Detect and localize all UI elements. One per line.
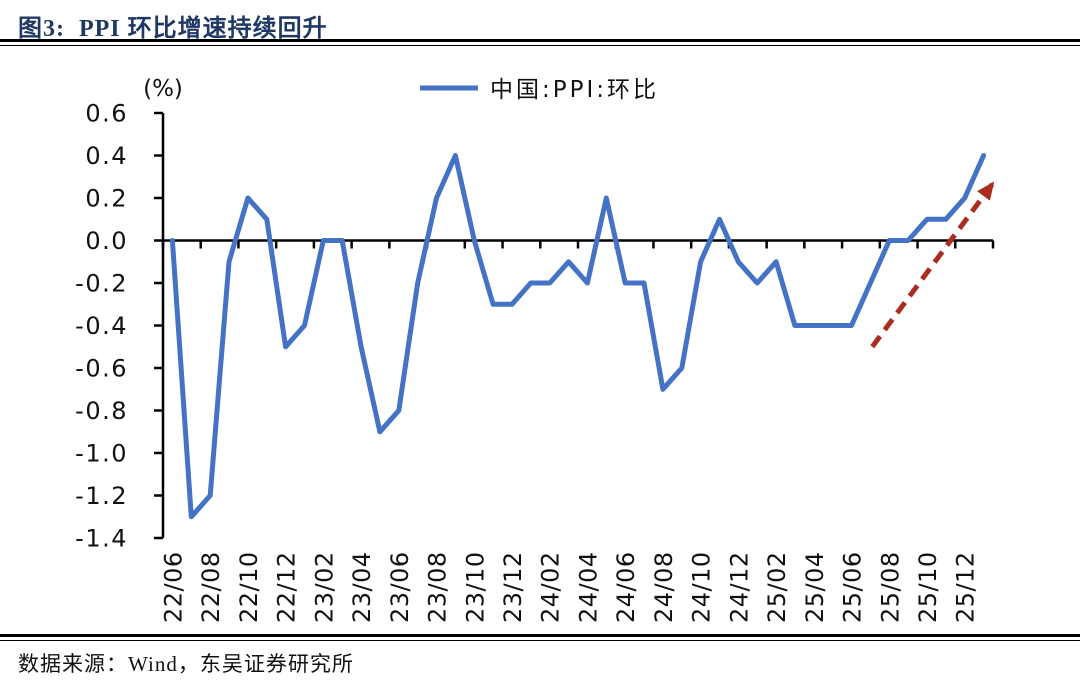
x-tick-label: 22/12 [273, 551, 301, 623]
x-tick-label: 24/02 [537, 551, 565, 623]
y-tick-label: -1.2 [75, 482, 128, 510]
x-tick-label: 25/12 [952, 551, 980, 623]
title-divider [0, 39, 1080, 46]
axes [154, 111, 995, 540]
data-source: 数据来源：Wind，东吴证券研究所 [18, 652, 354, 676]
y-tick-label: -0.8 [75, 397, 128, 425]
x-tick-label: 23/06 [386, 551, 414, 623]
y-tick-label: -0.2 [75, 270, 128, 298]
y-axis-unit-label: (%) [143, 76, 183, 102]
x-tick-label: 24/04 [574, 551, 602, 623]
x-tick-label: 25/10 [914, 551, 942, 623]
ppi-series-line [169, 153, 987, 520]
y-tick-label: 0.6 [85, 100, 128, 128]
x-tick-label: 23/02 [310, 551, 338, 623]
footer-divider [0, 634, 1080, 641]
x-tick-label: 24/06 [612, 551, 640, 623]
y-tick-label: -0.6 [75, 355, 128, 383]
y-tick-label: 0.0 [85, 227, 128, 255]
uptrend-dashed-arrow [870, 181, 996, 349]
y-tick-label: 0.4 [85, 142, 128, 170]
x-tick-label: 23/08 [424, 551, 452, 623]
x-tick-label: 24/10 [688, 551, 716, 623]
y-tick-label: 0.2 [85, 185, 128, 213]
x-tick-label: 23/04 [348, 551, 376, 623]
x-tick-label: 25/06 [839, 551, 867, 623]
x-tick-label: 24/08 [650, 551, 678, 623]
y-tick-label: -0.4 [75, 312, 128, 340]
x-tick-labels: 22/06 22/08 22/10 22/12 23/02 23/04 23/06 23/08… [159, 551, 979, 623]
x-tick-label: 23/12 [499, 551, 527, 623]
legend: 中国:PPI:环比 [420, 77, 659, 103]
x-tick-label: 23/10 [461, 551, 489, 623]
x-tick-label: 25/08 [876, 551, 904, 623]
legend-label: 中国:PPI:环比 [490, 77, 659, 103]
y-tick-labels: 0.6 0.4 0.2 0.0 -0.2 -0.4 -0.6 -0.8 -1.0 -1.2 -1.4 [75, 100, 128, 553]
y-tick-label: -1.0 [75, 440, 128, 468]
x-tick-label: 25/04 [801, 551, 829, 623]
y-tick-label: -1.4 [75, 525, 128, 553]
x-tick-label: 22/10 [235, 551, 263, 623]
figure-title: 图3: PPI 环比增速持续回升 [18, 16, 328, 42]
x-tick-label: 25/02 [763, 551, 791, 623]
x-tick-label: 24/12 [725, 551, 753, 623]
x-tick-label: 22/08 [197, 551, 225, 623]
x-tick-label: 22/06 [159, 551, 187, 623]
